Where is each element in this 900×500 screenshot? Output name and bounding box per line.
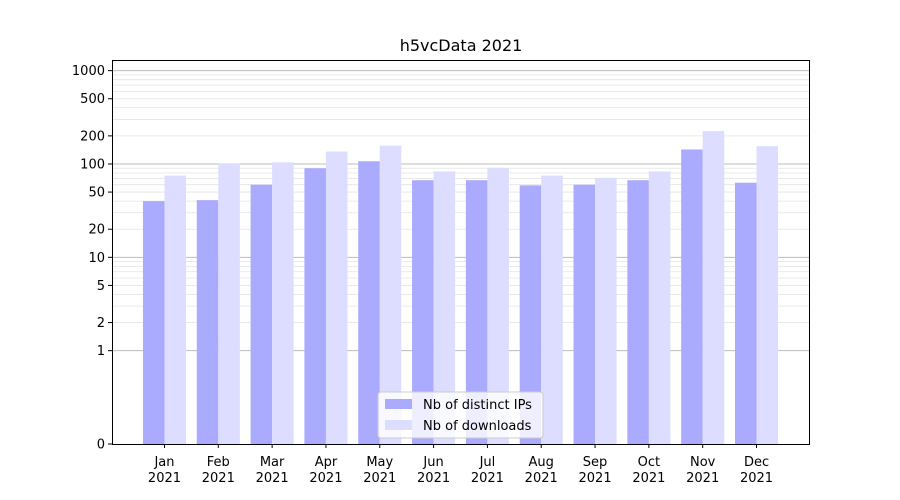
- bar-nb-of-distinct-ips-sep: [573, 184, 596, 444]
- bar-nb-of-distinct-ips-nov: [681, 149, 703, 444]
- legend-swatch: [385, 399, 412, 409]
- bar-nb-of-downloads-dec: [756, 146, 779, 444]
- bar-nb-of-distinct-ips-oct: [627, 180, 649, 445]
- y-tick-label: 10: [88, 251, 105, 266]
- bar-nb-of-downloads-jun: [433, 171, 456, 445]
- bar-nb-of-distinct-ips-jul: [465, 180, 488, 445]
- legend: Nb of distinct IPs Nb of downloads: [377, 391, 544, 439]
- x-tick-label: Jun 2021: [417, 455, 450, 486]
- chart-title: h5vcData 2021: [400, 36, 523, 55]
- x-tick-label: Aug 2021: [525, 455, 558, 486]
- x-tick-label: Jul 2021: [471, 455, 504, 486]
- bar-nb-of-distinct-ips-dec: [734, 182, 757, 444]
- x-axis: Jan 2021 Feb 2021 Mar 2021 Apr 2021 May 2021 Jun 20…: [148, 444, 773, 486]
- bar-nb-of-downloads-sep: [595, 177, 617, 444]
- bar-nb-of-distinct-ips-may: [358, 161, 380, 444]
- y-tick-label: 2: [97, 316, 105, 331]
- bar-nb-of-distinct-ips-jun: [412, 180, 434, 445]
- bar-nb-of-downloads-may: [379, 145, 402, 444]
- bar-nb-of-distinct-ips-jan: [142, 201, 165, 444]
- bar-nb-of-downloads-jan: [164, 175, 187, 444]
- x-tick-label: Dec 2021: [740, 455, 773, 486]
- bar-nb-of-downloads-apr: [325, 151, 348, 444]
- bar-nb-of-downloads-mar: [272, 162, 294, 445]
- bar-nb-of-downloads-nov: [702, 131, 725, 445]
- x-tick-label: Oct 2021: [632, 455, 665, 486]
- y-tick-label: 100: [80, 157, 105, 172]
- x-tick-label: Feb 2021: [202, 455, 235, 486]
- y-tick-label: 200: [80, 129, 105, 144]
- bar-nb-of-distinct-ips-mar: [250, 184, 273, 444]
- x-tick-label: Sep 2021: [579, 455, 612, 486]
- y-tick-label: 5: [97, 279, 105, 294]
- bar-nb-of-downloads-aug: [541, 175, 563, 444]
- legend-box: [377, 391, 544, 439]
- y-tick-label: 50: [88, 186, 105, 201]
- y-tick-label: 1: [97, 344, 105, 359]
- legend-swatch: [385, 420, 412, 430]
- bar-nb-of-downloads-jul: [487, 167, 509, 445]
- bar-nb-of-downloads-feb: [218, 163, 240, 444]
- y-tick-label: 500: [80, 92, 105, 107]
- bar-nb-of-downloads-oct: [648, 171, 671, 445]
- bars: [142, 131, 779, 445]
- legend-label: Nb of downloads: [423, 419, 532, 434]
- x-tick-label: May 2021: [363, 455, 396, 486]
- bar-nb-of-distinct-ips-feb: [196, 200, 219, 444]
- y-axis: 0 1 2 5 10 20 50 100 200 500 1000: [72, 64, 112, 453]
- bar-nb-of-distinct-ips-aug: [519, 185, 542, 444]
- x-tick-label: Apr 2021: [309, 455, 342, 486]
- x-tick-label: Jan 2021: [148, 455, 181, 486]
- y-tick-label: 0: [97, 438, 105, 453]
- x-tick-label: Nov 2021: [686, 455, 719, 486]
- plot-frame: [112, 60, 810, 445]
- legend-label: Nb of distinct IPs: [423, 398, 532, 413]
- x-tick-label: Mar 2021: [256, 455, 289, 486]
- y-tick-label: 20: [88, 223, 105, 238]
- bar-nb-of-distinct-ips-apr: [304, 168, 326, 445]
- y-tick-label: 1000: [72, 64, 105, 79]
